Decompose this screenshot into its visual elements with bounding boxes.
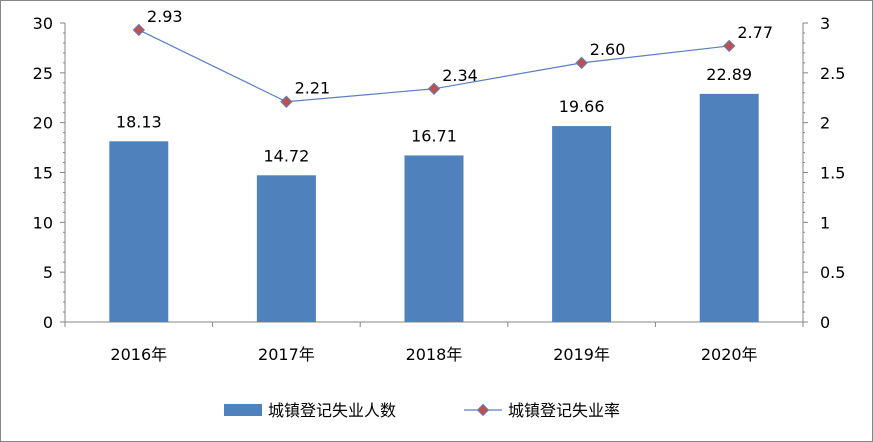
x-tick-label: 2017年 <box>258 345 315 364</box>
y-left-tick-label: 20 <box>33 114 53 133</box>
line-data-label: 2.34 <box>442 66 478 85</box>
x-tick-label: 2016年 <box>110 345 167 364</box>
legend-label-bar: 城镇登记失业人数 <box>268 401 396 420</box>
bar <box>552 126 612 323</box>
line-point <box>132 23 146 37</box>
legend-swatch-bar <box>224 404 262 416</box>
legend-label-line: 城镇登记失业率 <box>508 401 620 420</box>
legend: 城镇登记失业人数 城镇登记失业率 <box>224 401 620 420</box>
line-data-label: 2.77 <box>737 23 773 42</box>
y-right-tick-label: 2.5 <box>820 64 845 83</box>
line-point <box>280 95 293 108</box>
bar-data-label: 22.89 <box>706 65 752 84</box>
line-data-label: 2.93 <box>147 7 183 26</box>
x-tick-label: 2019年 <box>553 345 610 364</box>
plot-area: 0 5 10 15 20 25 30 0 0.5 1 1.5 2 2.5 3 2016年 2017年 2018年… <box>33 7 846 364</box>
x-tick-label: 2020年 <box>701 345 758 364</box>
y-right-tick-label: 1.5 <box>820 164 845 183</box>
y-right-tick-label: 3 <box>820 14 830 33</box>
line-point <box>575 56 588 70</box>
y-right-tick-label: 0 <box>820 313 830 332</box>
line-point <box>427 82 441 95</box>
bar <box>404 155 464 322</box>
y-right-tick-label: 2 <box>820 114 830 133</box>
y-left-tick-label: 15 <box>33 164 53 183</box>
y-right-tick-label: 0.5 <box>820 263 845 282</box>
y-right-tick-label: 1 <box>820 213 830 232</box>
bar-data-label: 14.72 <box>263 146 309 165</box>
y-left-tick-label: 0 <box>43 313 53 332</box>
y-left-tick-label: 25 <box>33 64 53 83</box>
bar <box>699 93 759 322</box>
bar <box>256 175 316 322</box>
line-point <box>722 39 736 53</box>
bar-data-label: 18.13 <box>116 112 162 131</box>
y-left-tick-label: 30 <box>33 14 53 33</box>
x-tick-label: 2018年 <box>406 345 463 364</box>
line-data-label: 2.21 <box>295 79 331 98</box>
legend-marker-line <box>476 403 490 417</box>
bar-data-label: 16.71 <box>411 126 457 145</box>
bar <box>109 141 169 322</box>
bar-data-label: 19.66 <box>559 97 605 116</box>
y-left-tick-label: 5 <box>43 263 53 282</box>
y-left-tick-label: 10 <box>33 213 53 232</box>
line-data-label: 2.60 <box>590 40 626 59</box>
